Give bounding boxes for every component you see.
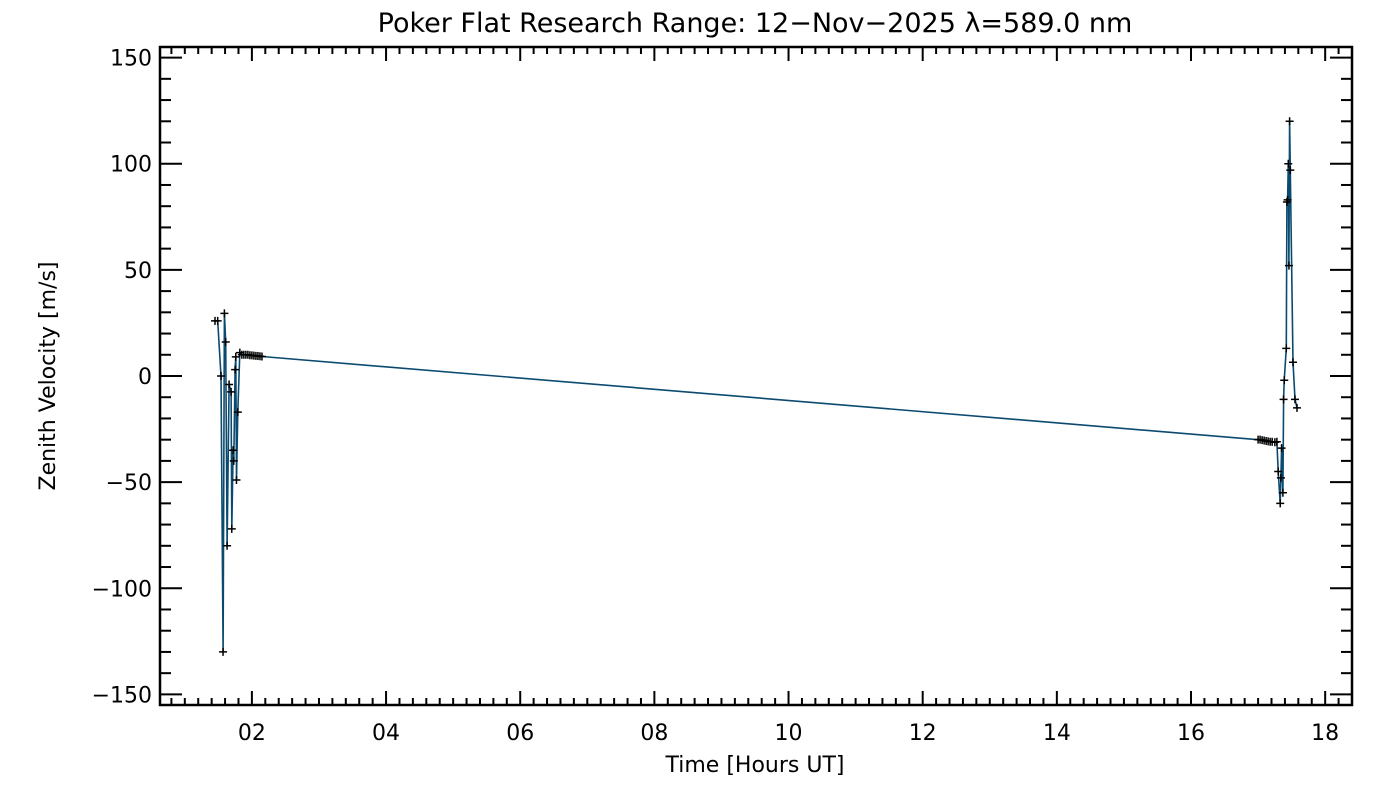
plot-frame [158,45,1354,707]
data-point [217,372,226,380]
data-point [1290,395,1299,404]
data-point [1292,403,1301,412]
x-tick-label: 14 [1043,721,1071,746]
data-point [231,352,240,361]
data-point [1277,444,1286,453]
x-tick-label: 02 [238,721,266,746]
x-tick-label: 08 [640,721,668,746]
x-tick-label: 16 [1177,721,1205,746]
data-point [1283,195,1292,204]
data-point [231,365,240,374]
data-point [232,476,241,485]
x-tick-label: 04 [372,721,400,746]
data-point [1288,358,1297,367]
data-point [1284,261,1293,270]
y-tick-label: 150 [110,47,152,72]
data-point [225,380,234,389]
series-line [215,121,1298,652]
data-point [1285,117,1294,126]
data-point [213,316,222,325]
x-tick-label: 10 [775,721,803,746]
y-tick-label: 100 [110,153,152,178]
x-tick-label: 12 [909,721,937,746]
x-tick-label: 18 [1311,721,1339,746]
data-point [229,446,238,455]
y-tick-label: −150 [92,683,152,708]
y-tick-label: 0 [138,365,152,390]
y-tick-label: −50 [106,471,152,496]
data-point [223,541,232,550]
data-point [219,647,228,656]
data-point [221,338,230,347]
data-point [229,456,238,465]
data-point [220,309,229,318]
data-point [1278,488,1287,497]
y-tick-label: 50 [124,259,152,284]
data-point [1272,437,1281,446]
data-point [1274,467,1283,476]
data-point [233,408,242,417]
data-point [227,387,236,396]
data-point [1284,159,1293,168]
data-point [257,352,266,361]
data-point [1276,499,1285,508]
data-point [227,524,236,533]
data-point [1279,395,1288,404]
data-point [1282,344,1291,353]
chart-title: Poker Flat Research Range: 12−Nov−2025 λ… [378,8,1133,39]
data-point [1280,376,1289,385]
data-point [1276,473,1285,482]
y-tick-label: −100 [92,577,152,602]
x-axis-label: Time [Hours UT] [665,753,845,778]
x-tick-label: 06 [506,721,534,746]
y-axis-label: Zenith Velocity [m/s] [36,262,61,491]
data-point [1286,166,1295,175]
